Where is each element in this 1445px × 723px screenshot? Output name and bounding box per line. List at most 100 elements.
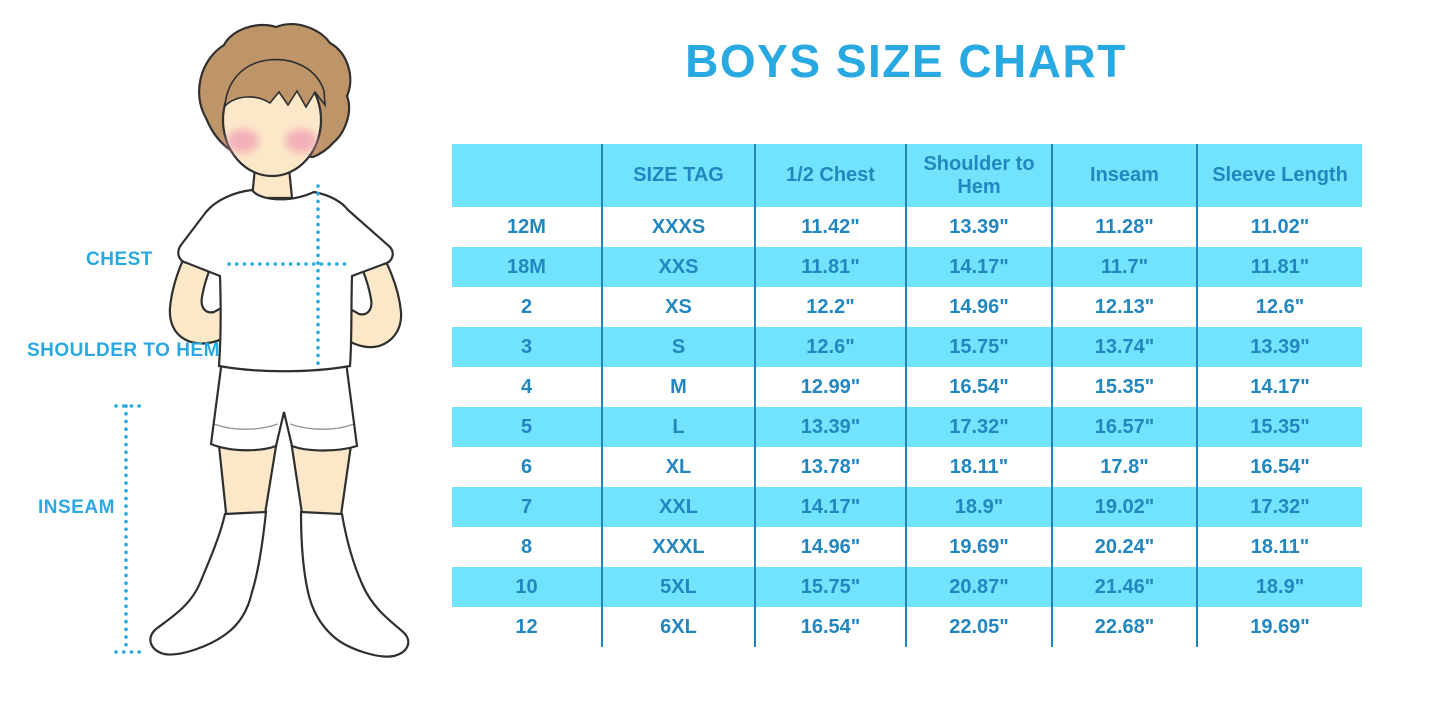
- left-cheek-blush: [227, 129, 259, 153]
- size-cell: 5: [452, 407, 603, 447]
- hair-fringe: [224, 58, 326, 109]
- size-cell: 12: [452, 607, 603, 647]
- table-row: 8 XXXL 14.96" 19.69" 20.24" 18.11": [452, 527, 1362, 567]
- measurement-cell: 12.6": [1255, 295, 1305, 318]
- inseam-label: INSEAM: [38, 497, 115, 518]
- measurement-cell: 12.13": [1052, 287, 1198, 327]
- measurement-cell: 17.8": [1052, 447, 1198, 487]
- measurement-cell: M: [602, 367, 756, 407]
- size-cell: 6: [452, 447, 603, 487]
- measurement-cell: 21.46": [1052, 567, 1198, 607]
- measurement-cell: 14.17": [755, 487, 907, 527]
- table-row: 18M XXS 11.81" 14.17" 11.7" 11.81": [452, 247, 1362, 287]
- size-cell: 2: [452, 287, 603, 327]
- size-cell: 8: [452, 527, 603, 567]
- measurement-cell: 12.6": [755, 327, 907, 367]
- measurement-cell: 16.54": [1250, 455, 1310, 478]
- size-table-container: SIZE TAG 1/2 Chest Shoulder to Hem Insea…: [452, 144, 1362, 647]
- size-cell: 4: [452, 367, 603, 407]
- table-row: 10 5XL 15.75" 20.87" 21.46" 18.9": [452, 567, 1362, 607]
- table-row: 12 6XL 16.54" 22.05" 22.68" 19.69": [452, 607, 1362, 647]
- measurement-cell: 16.54": [755, 607, 907, 647]
- measurement-cell: XL: [602, 447, 756, 487]
- right-sock: [299, 510, 410, 658]
- measurement-cell: 5XL: [602, 567, 756, 607]
- measurement-cell: 11.81": [755, 247, 907, 287]
- measurement-cell: 14.96": [755, 527, 907, 567]
- size-table: SIZE TAG 1/2 Chest Shoulder to Hem Insea…: [452, 144, 1362, 647]
- left-sock: [149, 510, 268, 656]
- table-row: 6 XL 13.78" 18.11" 17.8" 16.54": [452, 447, 1362, 487]
- measurement-cell: 6XL: [602, 607, 756, 647]
- measurement-cell: 17.32": [1197, 487, 1362, 527]
- table-row: 4 M 12.99" 16.54" 15.35" 14.17": [452, 367, 1362, 407]
- measurement-cell: XXXL: [602, 527, 756, 567]
- measurement-cell: 11.02": [1250, 215, 1310, 238]
- size-table-body: 12M XXXS 11.42" 13.39" 11.28" 11.02" 18M XXS 11.…: [452, 207, 1362, 647]
- measurement-cell: 18.9": [906, 487, 1053, 527]
- chest-label: CHEST: [86, 249, 153, 270]
- measurement-cell: XXS: [602, 247, 756, 287]
- measurement-cell: 13.78": [755, 447, 907, 487]
- size-cell: 3: [452, 327, 603, 367]
- measurement-cell: 15.75": [906, 327, 1053, 367]
- size-cell: 10: [452, 567, 603, 607]
- measurement-cell: XS: [602, 287, 756, 327]
- measurement-cell: 22.05": [906, 607, 1053, 647]
- shorts: [209, 358, 359, 452]
- measurement-cell: XXL: [602, 487, 756, 527]
- measurement-cell: 11.7": [1052, 247, 1198, 287]
- column-header-sleeve-length: Sleeve Length: [1197, 144, 1362, 207]
- measurement-cell: 13.39": [1197, 327, 1362, 367]
- measurement-cell: 14.17": [1250, 375, 1310, 398]
- measurement-cell: 11.81": [1197, 247, 1362, 287]
- measurement-cell: 19.02": [1052, 487, 1198, 527]
- shorts-hem-fold: [213, 423, 355, 430]
- measurement-cell: 13.74": [1052, 327, 1198, 367]
- tshirt: [177, 188, 394, 373]
- measurement-cell: S: [602, 327, 756, 367]
- table-row: 3 S 12.6" 15.75" 13.74" 13.39": [452, 327, 1362, 367]
- measurement-cell: 15.35": [1052, 367, 1198, 407]
- size-cell: 7: [452, 487, 603, 527]
- measurement-cell: 18.11": [1250, 535, 1310, 558]
- page-title: BOYS SIZE CHART: [685, 35, 1127, 87]
- measurement-cell: 11.42": [755, 207, 907, 247]
- measurement-cell: 16.54": [906, 367, 1053, 407]
- measurement-cell: 15.35": [1197, 407, 1362, 447]
- measurement-cell: 13.39": [755, 407, 907, 447]
- measurement-cell: 16.57": [1052, 407, 1198, 447]
- measurement-cell: 15.75": [755, 567, 907, 607]
- measurement-cell: XXXS: [602, 207, 756, 247]
- boy-figure-drawing: [114, 23, 410, 658]
- measurement-cell: 19.69": [906, 527, 1053, 567]
- table-row: 12M XXXS 11.42" 13.39" 11.28" 11.02": [452, 207, 1362, 247]
- column-header-shoulder-to-hem: Shoulder to Hem: [906, 144, 1053, 207]
- measurement-cell: 13.39": [906, 207, 1053, 247]
- measurement-cell: 20.87": [906, 567, 1053, 607]
- right-cheek-blush: [285, 129, 317, 153]
- table-row: 5 L 13.39" 17.32" 16.57" 15.35": [452, 407, 1362, 447]
- measurement-cell: 17.32": [906, 407, 1053, 447]
- size-cell: 12M: [452, 207, 603, 247]
- table-header-row: SIZE TAG 1/2 Chest Shoulder to Hem Insea…: [452, 144, 1362, 207]
- measurement-cell: L: [602, 407, 756, 447]
- column-header-size: [452, 144, 603, 207]
- measurement-cell: 20.24": [1052, 527, 1198, 567]
- measurement-cell: 19.69": [1250, 615, 1310, 638]
- table-row: 2 XS 12.2" 14.96" 12.13" 12.6": [452, 287, 1362, 327]
- measurement-cell: 14.17": [906, 247, 1053, 287]
- boy-measurement-illustration: CHEST SHOULDER TO HEM INSEAM: [0, 0, 450, 723]
- column-header-half-chest: 1/2 Chest: [755, 144, 907, 207]
- measurement-cell: 14.96": [906, 287, 1053, 327]
- measurement-cell: 22.68": [1052, 607, 1198, 647]
- measurement-cell: 18.11": [906, 447, 1053, 487]
- shoulder-to-hem-label: SHOULDER TO HEM: [27, 340, 220, 361]
- table-row: 7 XXL 14.17" 18.9" 19.02" 17.32": [452, 487, 1362, 527]
- measurement-cell: 12.99": [755, 367, 907, 407]
- measurement-cell: 18.9": [1197, 567, 1362, 607]
- measurement-cell: 12.2": [755, 287, 907, 327]
- column-header-inseam: Inseam: [1052, 144, 1198, 207]
- size-cell: 18M: [452, 247, 603, 287]
- column-header-size-tag: SIZE TAG: [602, 144, 756, 207]
